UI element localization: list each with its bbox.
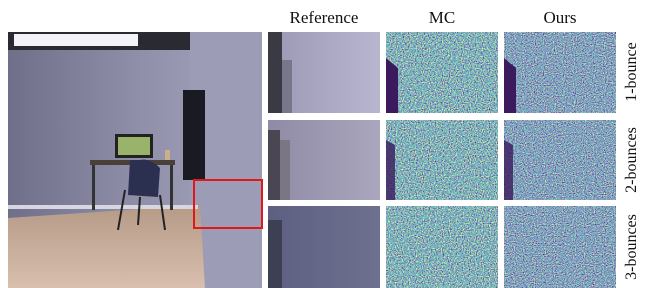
column-header: MC xyxy=(429,8,455,27)
figure: Reference MC Ours 1-bounce 2-bounces 3-b… xyxy=(0,0,649,288)
column-header: Ours xyxy=(543,8,576,27)
reference-crops xyxy=(268,32,380,288)
row-label: 3-bounces xyxy=(623,214,640,280)
mc-crops xyxy=(386,32,498,288)
row-label: 1-bounce xyxy=(623,42,640,102)
row-label: 2-bounces xyxy=(623,127,640,193)
column-header: Reference xyxy=(290,8,359,27)
ours-crops xyxy=(504,32,616,288)
scene-render xyxy=(8,32,262,288)
